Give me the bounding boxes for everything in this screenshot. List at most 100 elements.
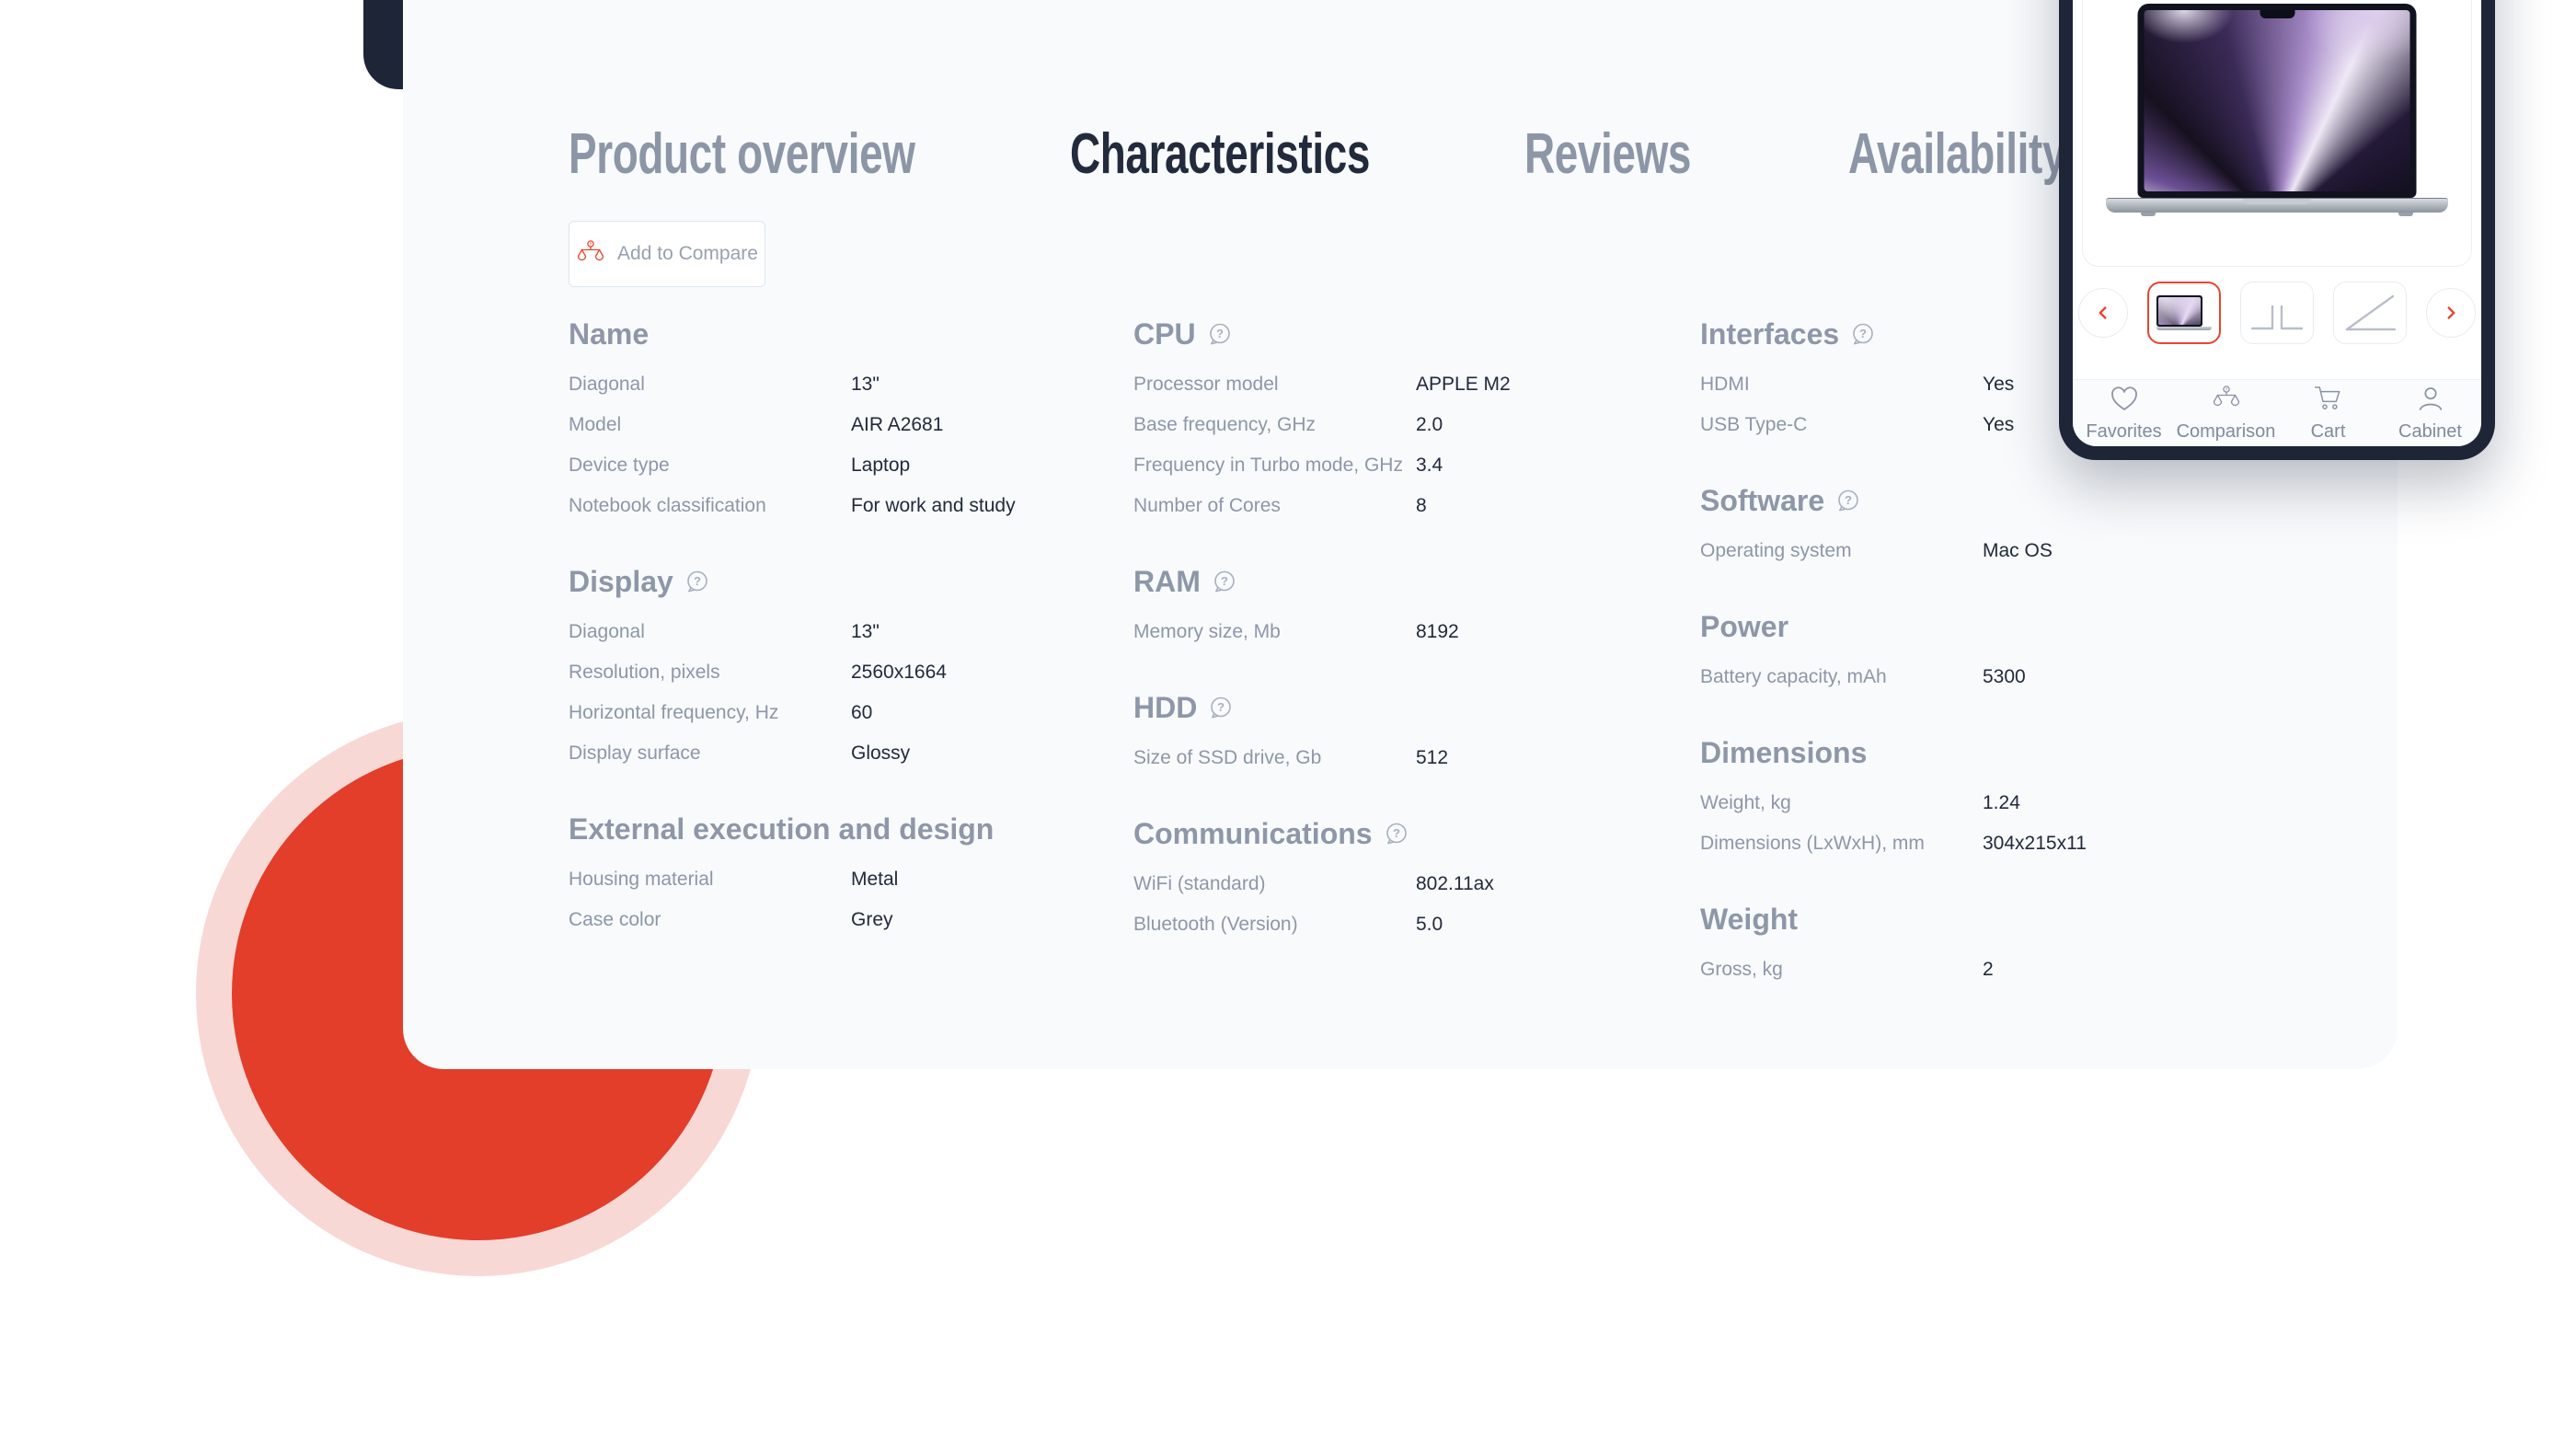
spec-column-3: Interfaces? HDMI Yes USB Type-C Yes Software?… (1700, 316, 2234, 1027)
action-label: Comparison (2176, 420, 2276, 442)
help-icon[interactable]: ? (1207, 321, 1233, 347)
spec-label: Frequency in Turbo mode, GHz (1133, 455, 1403, 476)
spec-section-header: HDD? (1133, 689, 1667, 726)
heart-icon (2110, 385, 2139, 417)
spec-value: 13" (851, 374, 880, 395)
spec-label: Weight, kg (1700, 792, 1791, 813)
laptop-notch (2260, 10, 2294, 18)
spec-value: Metal (851, 869, 899, 890)
spec-value: Grey (851, 909, 893, 930)
spec-row: Bluetooth (Version) 5.0 (1133, 904, 1667, 945)
spec-section-cpu: CPU? Processor model APPLE M2 Base frequenc… (1133, 316, 1667, 526)
spec-value: 2 (1983, 959, 1994, 980)
svg-text:?: ? (1216, 327, 1224, 340)
spec-value: Mac OS (1983, 540, 2053, 561)
spec-value: 802.11ax (1416, 873, 1494, 894)
spec-value: For work and study (851, 495, 1016, 516)
comparison-action[interactable]: ? Comparison (2175, 380, 2277, 446)
spec-label: Diagonal (569, 621, 645, 642)
spec-label: Model (569, 414, 622, 435)
spec-label: WiFi (standard) (1133, 873, 1266, 894)
spec-label: Memory size, Mb (1133, 621, 1281, 642)
spec-value: 8 (1416, 495, 1427, 516)
spec-section-title: Name (569, 317, 650, 351)
thumbnail-laptop-front-view[interactable] (2147, 282, 2221, 344)
spec-row: WiFi (standard) 802.11ax (1133, 864, 1667, 904)
panel-action-bar: Favorites? Comparison Cart Cabinet (2073, 379, 2481, 446)
spec-section-header: Software? (1700, 482, 2234, 519)
favorites-action[interactable]: Favorites (2073, 380, 2175, 446)
spec-section-title: Communications (1133, 816, 1373, 850)
spec-row: Size of SSD drive, Gb 512 (1133, 738, 1667, 778)
tab-availability[interactable]: Availability (1848, 122, 2066, 186)
svg-text:?: ? (694, 574, 701, 588)
tab-product-overview[interactable]: Product overview (569, 122, 915, 186)
spec-row: Horizontal frequency, Hz 60 (569, 693, 1102, 733)
spec-row: Resolution, pixels 2560x1664 (569, 652, 1102, 693)
svg-text:?: ? (590, 241, 592, 246)
help-icon[interactable]: ? (1208, 695, 1234, 720)
svg-text:?: ? (2225, 386, 2227, 391)
spec-row: Weight, kg 1.24 (1700, 783, 2234, 823)
spec-label: Horizontal frequency, Hz (569, 702, 779, 723)
help-icon[interactable]: ? (1835, 488, 1861, 513)
laptop-wallpaper (2144, 10, 2410, 191)
spec-label: Dimensions (LxWxH), mm (1700, 833, 1925, 854)
spec-row: Device type Laptop (569, 445, 1102, 486)
spec-value: 5300 (1983, 666, 2026, 687)
thumbnail-laptop-closed-view[interactable] (2240, 282, 2314, 344)
spec-value: Glossy (851, 743, 911, 764)
spec-section-title: Display (569, 564, 673, 598)
cart-action[interactable]: Cart (2277, 380, 2379, 446)
spec-label: Housing material (569, 869, 714, 890)
spec-row: Number of Cores 8 (1133, 486, 1667, 526)
cart-icon (2314, 385, 2343, 417)
help-icon[interactable]: ? (1384, 821, 1409, 846)
thumbnail-laptop-side-view[interactable] (2333, 282, 2407, 344)
add-to-compare-button[interactable]: ? Add to Compare (569, 221, 765, 287)
spec-row: Battery capacity, mAh 5300 (1700, 657, 2234, 697)
spec-value: 3.4 (1416, 455, 1443, 476)
spec-label: Resolution, pixels (569, 662, 720, 683)
spec-section-external-execution-and-design: External execution and design Housing mat… (569, 811, 1102, 940)
help-icon[interactable]: ? (1850, 321, 1876, 347)
spec-row: Frequency in Turbo mode, GHz 3.4 (1133, 445, 1667, 486)
spec-section-header: Display? (569, 563, 1102, 600)
spec-row: HDMI Yes (1700, 364, 2234, 405)
action-label: Cabinet (2398, 420, 2462, 442)
product-preview-panel: Favorites? Comparison Cart Cabinet (2059, 0, 2495, 460)
spec-section-software: Software? Operating system Mac OS (1700, 482, 2234, 571)
spec-label: Notebook classification (569, 495, 766, 516)
spec-section-header: Weight (1700, 901, 2234, 938)
help-icon[interactable]: ? (1212, 569, 1237, 594)
spec-label: Number of Cores (1133, 495, 1281, 516)
spec-row: Processor model APPLE M2 (1133, 364, 1667, 405)
svg-text:?: ? (1217, 700, 1225, 714)
user-icon (2416, 385, 2445, 417)
spec-value: AIR A2681 (851, 414, 944, 435)
laptop-foot-right (2398, 213, 2413, 216)
spec-section-title: Weight (1700, 902, 1799, 936)
spec-section-display: Display? Diagonal 13" Resolution, pixels 256… (569, 563, 1102, 774)
spec-section-header: External execution and design (569, 811, 1102, 847)
carousel-next-button[interactable] (2426, 288, 2476, 338)
add-to-compare-label: Add to Compare (617, 243, 758, 264)
spec-row: Case color Grey (569, 900, 1102, 940)
tab-characteristics[interactable]: Characteristics (1070, 122, 1370, 186)
scale-icon: ? (2212, 385, 2241, 417)
compare-scale-icon: ? (576, 239, 605, 270)
spec-section-title: Software (1700, 483, 1825, 517)
spec-section-title: Power (1700, 609, 1789, 643)
tab-reviews[interactable]: Reviews (1524, 122, 1692, 186)
spec-value: APPLE M2 (1416, 374, 1511, 395)
help-icon[interactable]: ? (684, 569, 710, 594)
cabinet-action[interactable]: Cabinet (2379, 380, 2481, 446)
spec-section-interfaces: Interfaces? HDMI Yes USB Type-C Yes (1700, 316, 2234, 445)
spec-label: Base frequency, GHz (1133, 414, 1317, 435)
laptop-image (2137, 4, 2417, 198)
spec-label: Case color (569, 909, 661, 930)
carousel-prev-button[interactable] (2078, 288, 2128, 338)
spec-value: 8192 (1416, 621, 1459, 642)
spec-value: Laptop (851, 455, 911, 476)
spec-section-title: CPU (1133, 317, 1196, 351)
